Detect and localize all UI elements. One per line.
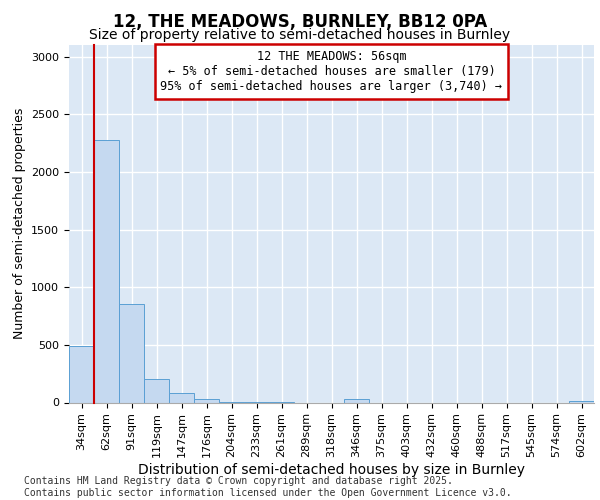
- Bar: [344, 399, 369, 402]
- Text: 12, THE MEADOWS, BURNLEY, BB12 0PA: 12, THE MEADOWS, BURNLEY, BB12 0PA: [113, 12, 487, 30]
- X-axis label: Distribution of semi-detached houses by size in Burnley: Distribution of semi-detached houses by …: [138, 463, 525, 477]
- Bar: [144, 380, 169, 402]
- Bar: [94, 140, 119, 402]
- Text: Size of property relative to semi-detached houses in Burnley: Size of property relative to semi-detach…: [89, 28, 511, 42]
- Bar: [569, 401, 594, 402]
- Y-axis label: Number of semi-detached properties: Number of semi-detached properties: [13, 108, 26, 340]
- Text: 12 THE MEADOWS: 56sqm
← 5% of semi-detached houses are smaller (179)
95% of semi: 12 THE MEADOWS: 56sqm ← 5% of semi-detac…: [161, 50, 503, 94]
- Bar: [194, 399, 219, 402]
- Bar: [119, 304, 144, 402]
- Bar: [169, 392, 194, 402]
- Bar: [69, 346, 94, 403]
- Text: Contains HM Land Registry data © Crown copyright and database right 2025.
Contai: Contains HM Land Registry data © Crown c…: [24, 476, 512, 498]
